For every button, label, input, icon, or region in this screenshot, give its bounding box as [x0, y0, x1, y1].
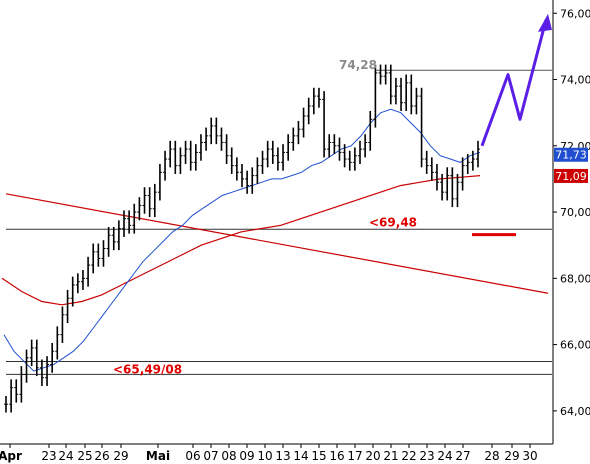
x-tick-label: 09	[239, 449, 254, 463]
x-tick-label: 23	[41, 449, 56, 463]
x-tick-label: 22	[401, 449, 416, 463]
x-tick-label: 24	[58, 449, 73, 463]
x-tick-label: 10	[257, 449, 272, 463]
x-tick-label: 29	[504, 449, 519, 463]
value-tag-box	[554, 147, 588, 162]
x-tick-label: 20	[365, 449, 380, 463]
x-tick-label: 15	[311, 449, 326, 463]
level-label-74-28: 74,28	[339, 58, 377, 72]
forecast-line	[480, 19, 548, 147]
x-tick-label: 28	[484, 449, 499, 463]
y-tick-label: 74,00	[560, 74, 590, 87]
x-tick-label: 26	[94, 449, 109, 463]
value-tag-box	[554, 168, 588, 183]
forecast-arrowhead	[538, 13, 552, 32]
level-label-65-49: <65,49/08	[113, 362, 182, 376]
y-tick-label: 70,00	[560, 206, 590, 219]
x-tick-label: 25	[77, 449, 92, 463]
x-tick-label: Mai	[146, 449, 170, 463]
x-tick-label: 21	[383, 449, 398, 463]
x-tick-label: 14	[293, 449, 308, 463]
y-tick-label: 64,00	[560, 405, 590, 418]
y-tick-label: 76,00	[560, 7, 590, 20]
x-tick-label: 30	[522, 449, 537, 463]
x-tick-label: 08	[221, 449, 236, 463]
x-tick-label: 13	[275, 449, 290, 463]
y-tick-label: 68,00	[560, 272, 590, 285]
x-tick-label: 29	[113, 449, 128, 463]
x-tick-label: 06	[185, 449, 200, 463]
value-tag-label: 71,73	[555, 149, 587, 162]
moving-average-long-line	[1, 175, 481, 306]
trendline	[5, 193, 549, 294]
level-label-69-48: <69,48	[369, 215, 417, 229]
x-tick-label: Apr	[0, 449, 22, 463]
x-tick-label: 17	[347, 449, 362, 463]
y-tick-label: 66,00	[560, 339, 590, 352]
moving-average-short-line	[3, 108, 481, 372]
value-tag-label: 71,09	[555, 170, 587, 183]
x-tick-label: 24	[437, 449, 452, 463]
x-tick-label: 16	[329, 449, 344, 463]
x-tick-label: 23	[419, 449, 434, 463]
x-tick-label: 27	[455, 449, 470, 463]
x-tick-label: 07	[203, 449, 218, 463]
